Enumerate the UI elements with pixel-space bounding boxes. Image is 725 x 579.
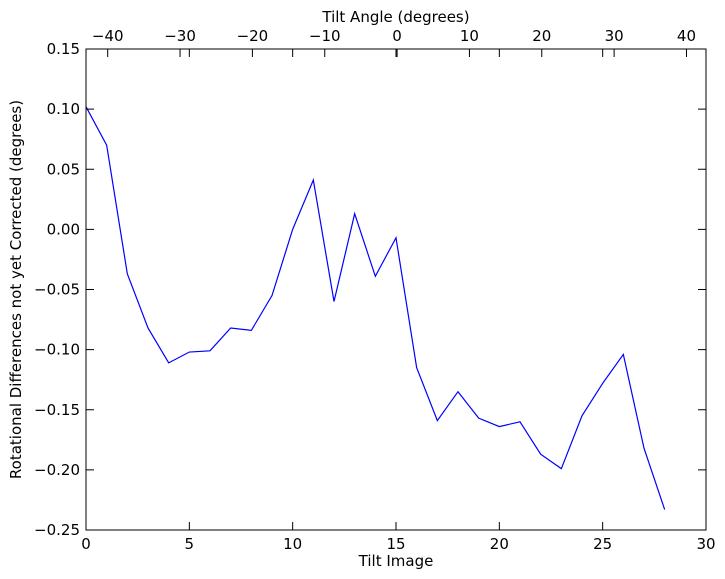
- x-tick-label: 5: [185, 535, 195, 553]
- top-x-axis: −40 −30 −20 −10 0 10 20 30 40: [92, 27, 696, 57]
- top-x-tick-label: 10: [460, 27, 479, 45]
- bottom-x-axis: 0 5 10 15 20 25 30: [81, 49, 716, 553]
- y-tick-label: −0.20: [34, 461, 80, 479]
- top-x-tick-label: −30: [164, 27, 196, 45]
- top-x-tick-label: 40: [677, 27, 696, 45]
- y-tick-label: 0.15: [47, 40, 80, 58]
- y-tick-label: −0.10: [34, 341, 80, 359]
- series-line-0: [85, 106, 666, 510]
- x-tick-label: 30: [696, 535, 715, 553]
- top-x-tick-label: −10: [309, 27, 341, 45]
- top-x-tick-label: 30: [605, 27, 624, 45]
- y-tick-label: −0.05: [34, 281, 80, 299]
- y-tick-label: −0.25: [34, 521, 80, 539]
- x-tick-label: 0: [81, 535, 91, 553]
- top-x-tick-label: −20: [237, 27, 269, 45]
- y-tick-label: −0.15: [34, 401, 80, 419]
- x-tick-label: 15: [386, 535, 405, 553]
- top-x-tick-label: −40: [92, 27, 124, 45]
- plot-marks: [85, 106, 666, 510]
- y-tick-label: 0.00: [47, 220, 80, 238]
- top-x-tick-label: 20: [532, 27, 551, 45]
- x-tick-label: 25: [593, 535, 612, 553]
- y-tick-label: 0.05: [47, 160, 80, 178]
- x-tick-label: 10: [283, 535, 302, 553]
- x-tick-label: 20: [490, 535, 509, 553]
- x-axis-label: Tilt Image: [358, 552, 434, 570]
- top-x-axis-label: Tilt Angle (degrees): [321, 8, 469, 26]
- y-axis-label: Rotational Differences not yet Corrected…: [7, 100, 25, 479]
- top-x-tick-label: 0: [392, 27, 402, 45]
- left-y-axis: 0.15 0.10 0.05 0.00 −0.05 −0.10 −0.15 −0.20 −0.2…: [34, 40, 706, 539]
- y-tick-label: 0.10: [47, 100, 80, 118]
